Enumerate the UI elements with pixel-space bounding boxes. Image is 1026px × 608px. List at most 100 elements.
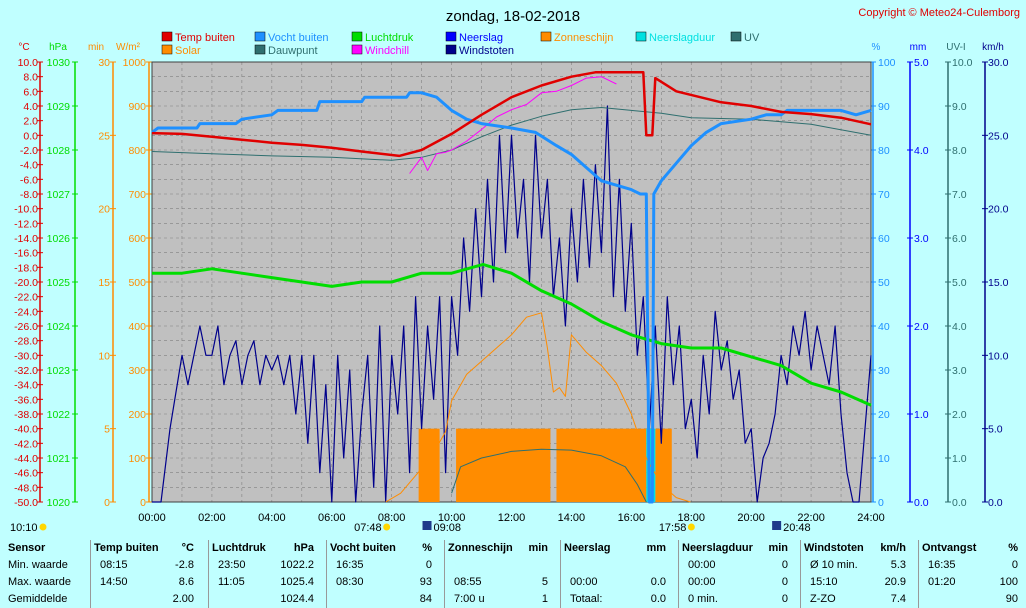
legend-label: Solar [175, 45, 201, 57]
stats-time: 16:35 [336, 559, 364, 571]
stats-value: 1 [541, 593, 548, 605]
temp-tick-label: -22.0 [14, 292, 38, 304]
stats-col-unit: mm [646, 542, 666, 554]
solar-tick-label: 400 [128, 321, 146, 333]
stats-value: 0 [781, 559, 788, 571]
temp-tick-label: 4.0 [23, 101, 38, 113]
stats-col-unit: °C [181, 542, 194, 554]
rain-tick-label: 4.0 [914, 145, 929, 157]
temp-tick-label: -26.0 [14, 321, 38, 333]
x-tick-label: 08:00 [378, 512, 406, 524]
uv-tick-label: 5.0 [952, 277, 967, 289]
bar-zonneschijn [456, 428, 551, 502]
temp-tick-label: -20.0 [14, 277, 38, 289]
x-tick-label: 18:00 [677, 512, 705, 524]
legend-swatch [445, 44, 457, 55]
temp-tick-label: -16.0 [14, 248, 38, 260]
x-tick-label: 22:00 [797, 512, 825, 524]
stats-value: 1024.4 [280, 593, 314, 605]
stats-time: 0 min. [688, 593, 718, 605]
temp-axis-unit: °C [18, 42, 29, 53]
stats-column: Neerslagduur min 00:00 0 00:00 0 0 min. 0 [682, 540, 788, 608]
suntime-label: 07:48 [354, 522, 382, 534]
stats-column: Neerslag mm 00:00 0.0 Totaal: 0.0 [564, 540, 666, 608]
pressure-axis-unit: hPa [49, 42, 67, 53]
stats-col-title: Neerslagduur [682, 542, 753, 554]
stats-column: Windstoten km/h Ø 10 min. 5.3 15:10 20.9 Z-ZO 7… [804, 540, 906, 608]
stats-value: 0.0 [650, 593, 666, 605]
wind-tick-label: 20.0 [988, 204, 1009, 216]
series-luchtdruk [152, 262, 872, 407]
stats-row-label: Min. waarde [8, 559, 68, 571]
pressure-tick-label: 1028 [47, 145, 71, 157]
temp-tick-label: -10.0 [14, 204, 38, 216]
moon-icon [772, 521, 782, 530]
stats-value: 0 [781, 576, 788, 588]
legend-label: Windstoten [459, 45, 514, 57]
stats-col-unit: min [768, 542, 788, 554]
stats-col-title: Temp buiten [94, 542, 159, 554]
stats-row-label: Sensor [8, 542, 46, 554]
stats-separator [208, 540, 209, 608]
legend-label: Vocht buiten [268, 32, 329, 44]
pressure-tick-label: 1024 [47, 321, 71, 333]
x-tick-label: 10:00 [438, 512, 466, 524]
stats-col-unit: % [422, 542, 432, 554]
pressure-tick-label: 1021 [47, 453, 71, 465]
axes: °C 10.0 8.0 6.0 4.0 2.0 0.0 -2.0 -4.0 -6.0 -8.0 -10… [14, 42, 1009, 509]
legend-swatch [161, 44, 173, 55]
series-windchill [409, 76, 617, 174]
wind-tick-label: 0.0 [988, 497, 1003, 509]
temp-tick-label: -2.0 [20, 145, 38, 157]
legend-swatch [351, 31, 363, 42]
stats-col-title: Zonneschijn [448, 542, 513, 554]
stats-time: 16:35 [928, 559, 956, 571]
legend-label: Luchtdruk [365, 32, 414, 44]
stats-value: 1025.4 [280, 576, 314, 588]
legend-label: Neerslag [459, 32, 503, 44]
stats-value: 0 [425, 559, 432, 571]
stats-col-unit: hPa [293, 542, 314, 554]
legend-label: Dauwpunt [268, 45, 318, 57]
series-temp-buiten [151, 71, 872, 158]
temp-tick-label: -6.0 [20, 174, 38, 186]
solar-tick-label: 600 [128, 233, 146, 245]
legend-label: UV [744, 32, 760, 44]
series-dauwpunt [151, 107, 872, 161]
x-tick-label: 02:00 [198, 512, 226, 524]
temp-tick-label: -48.0 [14, 482, 38, 494]
x-tick-label: 04:00 [258, 512, 286, 524]
stats-col-title: Neerslag [564, 542, 611, 554]
temp-tick-label: 0.0 [23, 130, 38, 142]
series-vocht-buiten [151, 91, 872, 504]
wind-tick-label: 10.0 [988, 350, 1009, 362]
suntime-label: 17:58 [659, 522, 687, 534]
stats-value: 0 [781, 593, 788, 605]
temp-tick-label: 10.0 [18, 57, 39, 69]
temp-tick-label: -18.0 [14, 262, 38, 274]
sunshine-tick-label: 10 [98, 350, 110, 362]
humidity-tick-label: 20 [878, 409, 890, 421]
wind-tick-label: 15.0 [988, 277, 1009, 289]
legend-swatch [351, 44, 363, 55]
solar-tick-label: 500 [128, 277, 146, 289]
uv-tick-label: 8.0 [952, 145, 967, 157]
chart-title: zondag, 18-02-2018 [446, 8, 580, 25]
wind-tick-label: 5.0 [988, 424, 1003, 436]
stats-value: 93 [419, 576, 432, 588]
weather-chart: zondag, 18-02-2018 Copyright © Meteo24-C… [10, 7, 1020, 534]
stats-separator [800, 540, 801, 608]
pressure-tick-label: 1027 [47, 189, 71, 201]
suntime-label: 20:48 [783, 522, 811, 534]
stats-table: Sensor Min. waarde Max. waarde Gemiddelde Te… [0, 540, 1026, 608]
copyright: Copyright © Meteo24-Culemborg [858, 7, 1020, 19]
solar-tick-label: 0 [140, 497, 146, 509]
pressure-tick-label: 1029 [47, 101, 71, 113]
moon-icon [422, 521, 432, 530]
stats-value: 5 [541, 576, 548, 588]
uv-tick-label: 4.0 [952, 321, 967, 333]
x-tick-label: 06:00 [318, 512, 346, 524]
suntime-label: 09:08 [434, 522, 462, 534]
temp-tick-label: -12.0 [14, 218, 38, 230]
